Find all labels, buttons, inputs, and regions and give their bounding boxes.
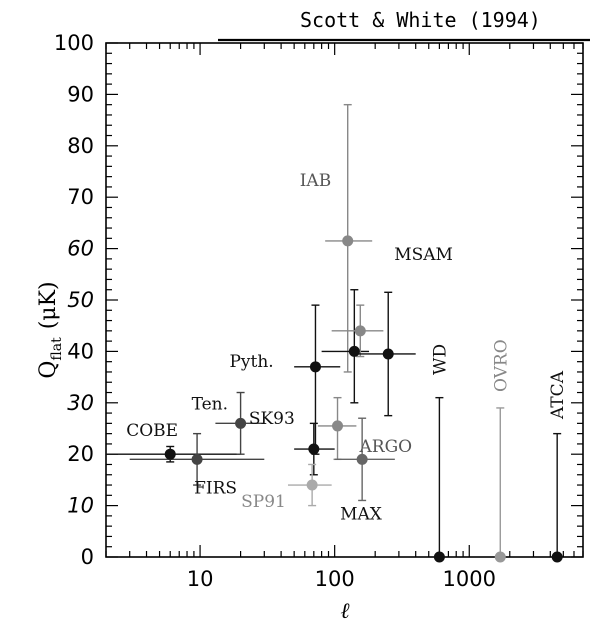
svg-text:Qflat(μK): Qflat (μK) [36, 281, 65, 378]
point-label: Pyth. [229, 352, 273, 372]
point-label: MAX [340, 504, 383, 524]
x-tick-label: 100 [315, 567, 355, 591]
point-label: IAB [300, 171, 332, 191]
point-label: MSAM [394, 245, 453, 265]
point-label: SP91 [241, 492, 286, 512]
x-tick-label: 10 [187, 567, 214, 591]
data-point [164, 448, 176, 460]
data-point [382, 348, 394, 360]
y-tick-labels: 0 10 20 30 40 50 60 70 80 90 100 [54, 31, 94, 569]
y-axis-title-sub: flat [49, 337, 65, 361]
y-tick-label: 100 [54, 31, 94, 55]
y-tick-label: 60 [67, 237, 94, 261]
axis-ticks [105, 42, 584, 558]
data-point [235, 417, 247, 429]
y-axis-title-main: Q [36, 361, 61, 379]
y-tick-label: 70 [67, 185, 94, 209]
data-point [308, 443, 320, 455]
data-point [354, 325, 366, 337]
x-axis-title: ℓ [340, 599, 350, 624]
point-label: ARGO [359, 437, 413, 457]
y-tick-label: 0 [81, 545, 94, 569]
data-point [494, 551, 506, 563]
data-markers [164, 235, 563, 563]
point-label: WD [430, 344, 450, 375]
y-tick-label: 10 [67, 494, 94, 518]
y-axis-title-unit: (μK) [36, 281, 61, 329]
y-tick-label: 20 [67, 442, 94, 466]
data-point [356, 453, 368, 465]
y-tick-label: 30 [67, 391, 94, 415]
y-tick-label: 40 [67, 339, 94, 363]
plot-frame [105, 42, 584, 558]
point-label: OVRO [491, 339, 511, 392]
point-label: SK93 [249, 409, 295, 429]
header: Scott & White (1994) [218, 8, 590, 42]
y-tick-label: 80 [67, 134, 94, 158]
data-point [551, 551, 563, 563]
point-label: FIRS [194, 478, 237, 498]
point-labels: COBE FIRS Ten. SK93 SP91 Pyth. ARGO IAB MAX MSAM W… [126, 171, 568, 524]
point-label: COBE [126, 421, 178, 441]
data-point [348, 345, 360, 357]
point-label: Ten. [192, 394, 228, 414]
data-point [433, 551, 445, 563]
x-tick-labels: 10 100 1000 [187, 567, 496, 591]
data-point [342, 235, 354, 247]
data-point [309, 361, 321, 373]
chart-title: Scott & White (1994) [300, 8, 541, 32]
point-label: ATCA [548, 370, 568, 420]
y-tick-label: 90 [67, 82, 94, 106]
data-point [191, 453, 203, 465]
y-axis-title: Qflat (μK) [36, 281, 65, 378]
x-tick-label: 1000 [443, 567, 496, 591]
y-tick-label: 50 [67, 288, 94, 312]
error-bars [106, 103, 562, 557]
data-point [332, 420, 344, 432]
data-point [306, 479, 318, 491]
